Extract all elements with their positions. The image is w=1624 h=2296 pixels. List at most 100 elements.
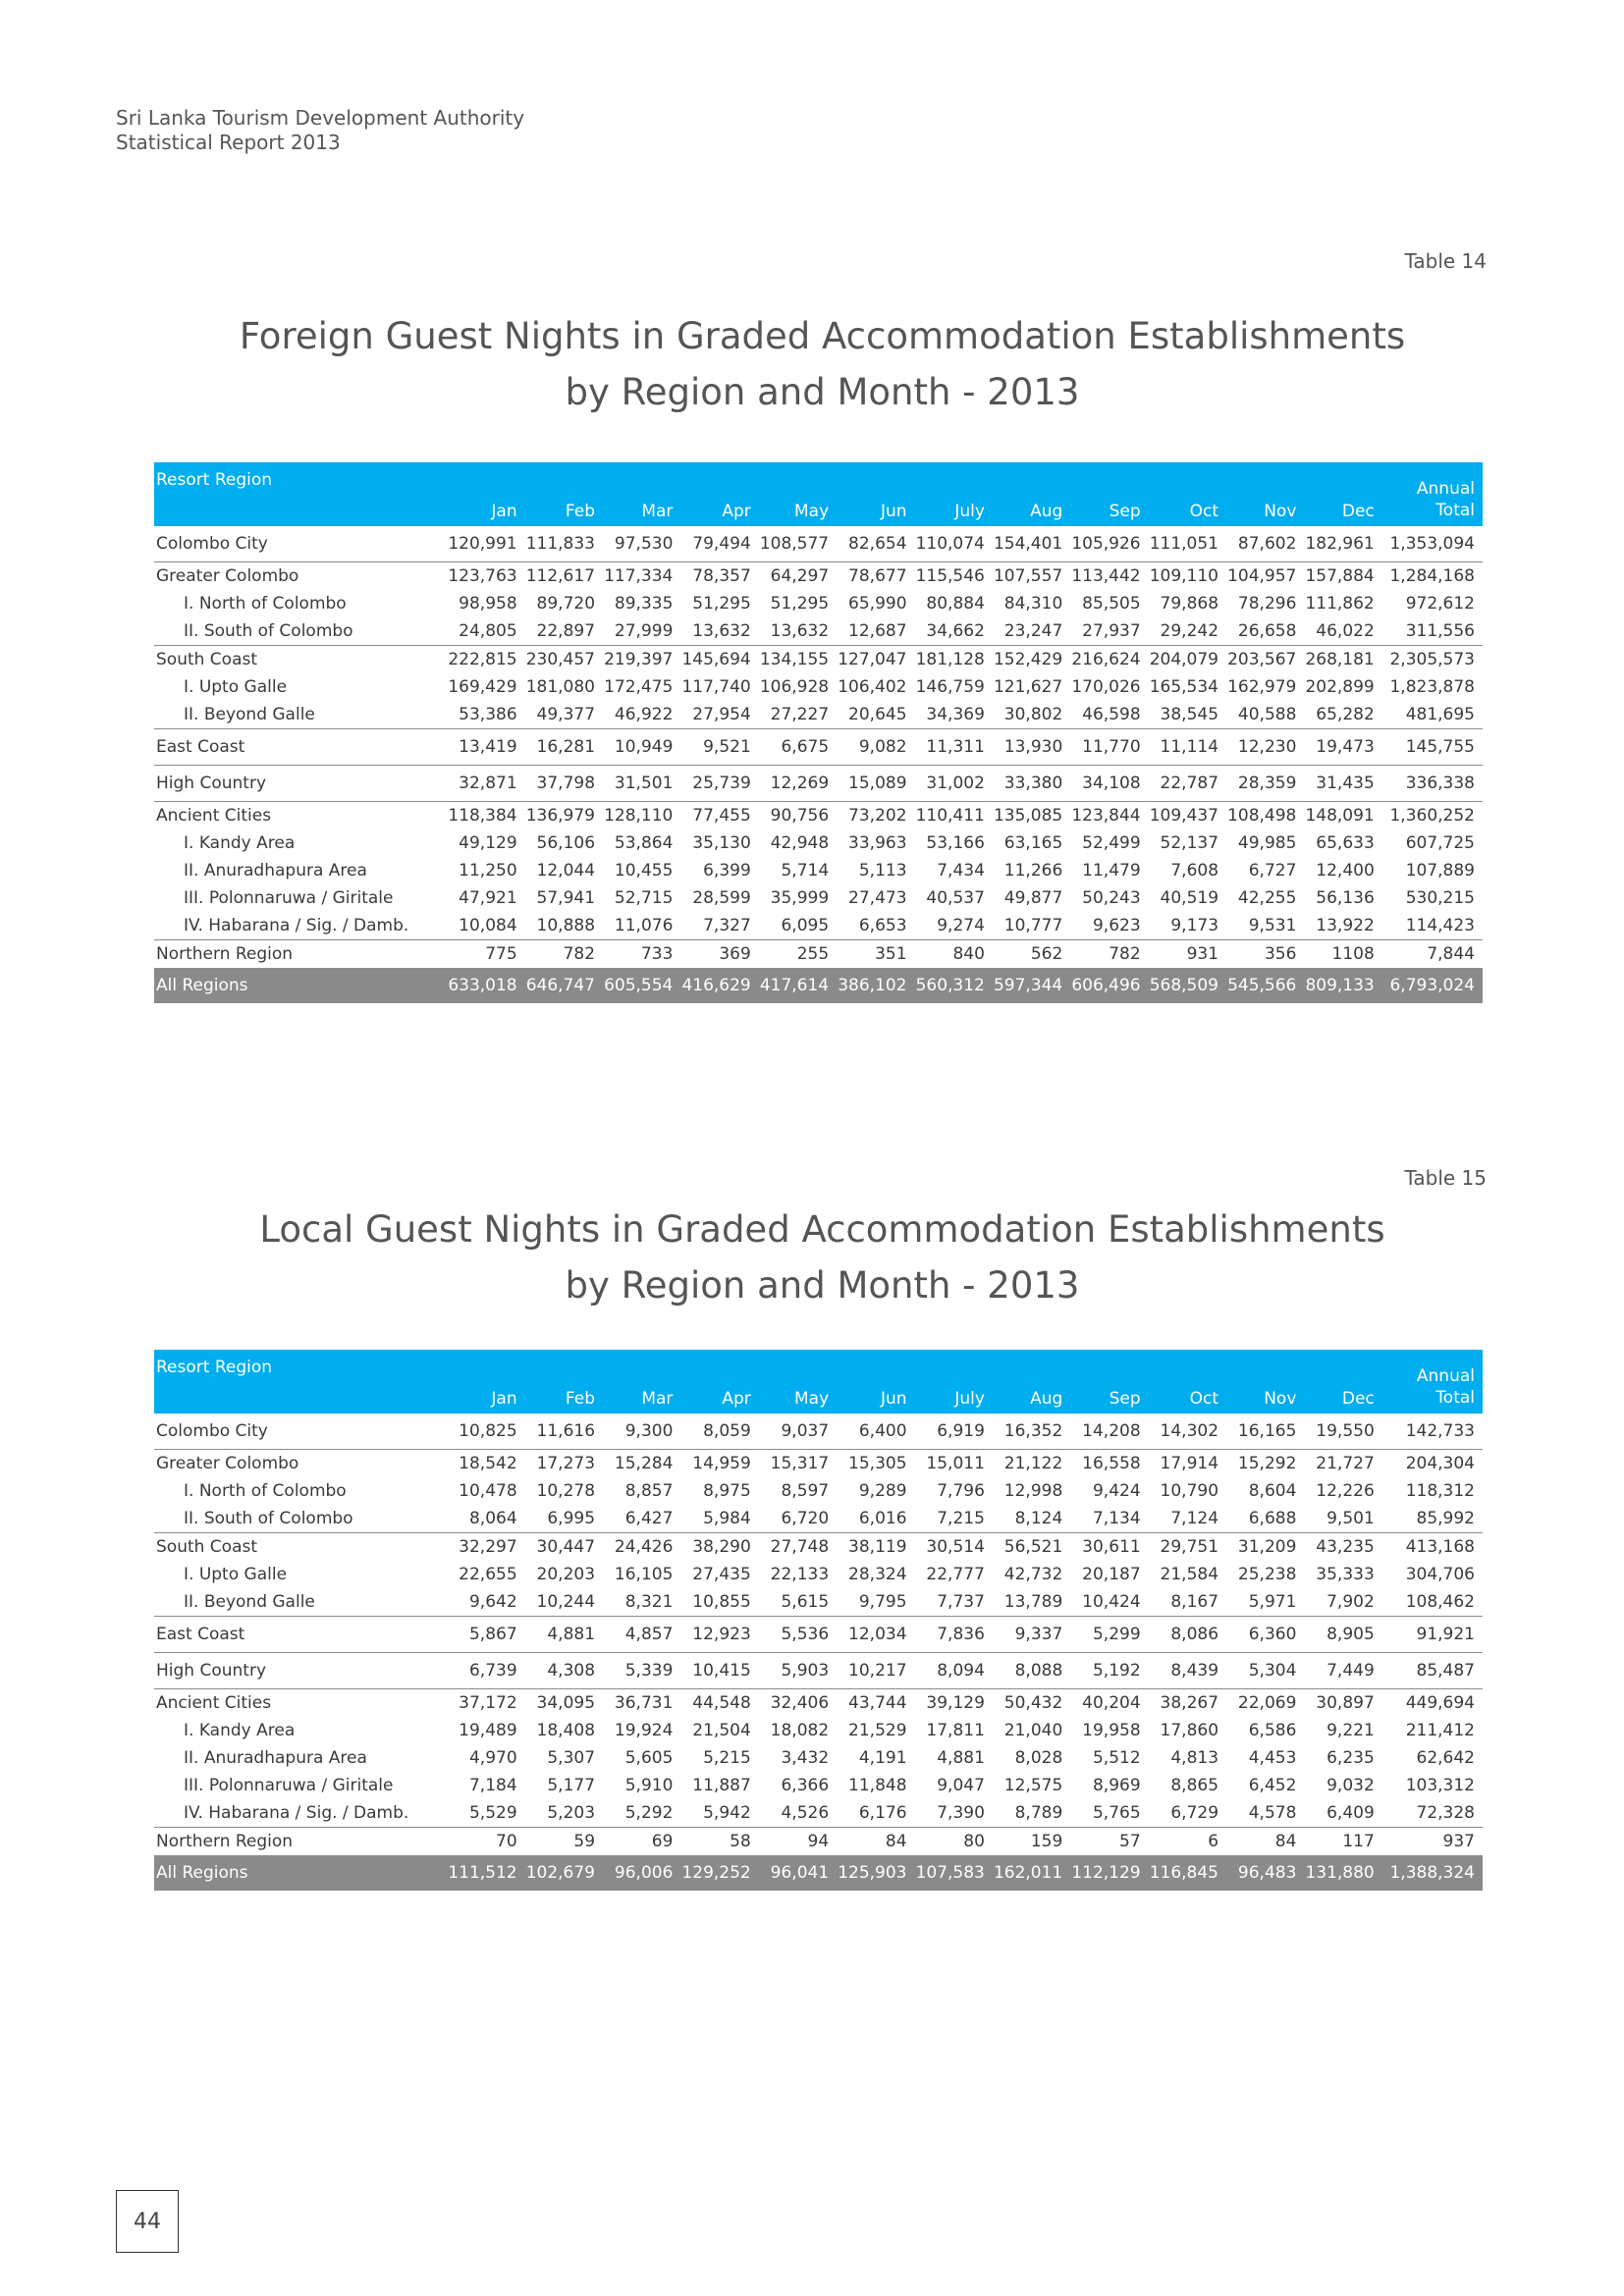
- month-value-cell: 22,655: [459, 1565, 517, 1584]
- month-value-cell: 31,002: [914, 765, 993, 802]
- month-value-cell: 52,499: [1082, 833, 1141, 853]
- region-label: II. South of Colombo: [184, 1509, 353, 1528]
- month-value-cell: 5,910: [624, 1776, 674, 1795]
- month-value-cell: 97,530: [614, 534, 674, 554]
- month-value-cell: 605,554: [603, 968, 681, 1003]
- month-value-cell: 32,406: [758, 1688, 838, 1717]
- month-value-cell: 29,751: [1148, 1532, 1227, 1561]
- month-value-cell: 11,250: [459, 861, 517, 881]
- month-value-cell: 82,654: [848, 534, 907, 554]
- month-value-cell: 27,227: [770, 705, 830, 724]
- annual-total-cell: 142,733: [1405, 1421, 1475, 1441]
- month-value-cell: 9,795: [858, 1592, 907, 1612]
- month-value-cell: 39,129: [914, 1688, 993, 1717]
- annual-total-cell: 972,612: [1405, 594, 1475, 614]
- month-value-cell: 27,999: [614, 621, 674, 641]
- table-row: I. Kandy Area 19,489 18,408 19,924 21,504 18,…: [154, 1717, 1483, 1744]
- annual-total-cell: 72,328: [1416, 1803, 1475, 1823]
- month-value-cell: 12,998: [1003, 1481, 1063, 1501]
- month-value-cell: 118,384: [447, 801, 525, 829]
- table-row: II. Anuradhapura Area 4,970 5,307 5,605 5,21…: [154, 1744, 1483, 1772]
- region-label: High Country: [154, 765, 448, 802]
- month-value-cell: 51,295: [770, 594, 830, 614]
- month-value-cell: 53,386: [459, 705, 517, 724]
- table-row: Northern Region 70 59 69 58 94 84 80 159 57 6 84 117…: [154, 1827, 1483, 1855]
- month-value-cell: 7,836: [914, 1616, 993, 1653]
- month-value-cell: 10,084: [459, 916, 517, 935]
- month-value-cell: 104,957: [1226, 561, 1305, 590]
- column-header-month: Mar: [603, 1350, 681, 1414]
- month-value-cell: 356: [1226, 939, 1305, 968]
- month-value-cell: 125,903: [837, 1855, 915, 1891]
- table-row: II. South of Colombo 8,064 6,995 6,427 5,984…: [154, 1505, 1483, 1533]
- month-value-cell: 169,429: [448, 677, 517, 697]
- month-value-cell: 3,432: [781, 1748, 830, 1768]
- month-value-cell: 8,088: [992, 1652, 1071, 1689]
- month-value-cell: 123,763: [447, 561, 525, 590]
- month-value-cell: 32,297: [447, 1532, 525, 1561]
- month-value-cell: 17,811: [926, 1721, 985, 1740]
- month-value-cell: 70: [447, 1827, 525, 1855]
- column-header-month: May: [758, 1350, 838, 1414]
- month-value-cell: 18,408: [536, 1721, 596, 1740]
- annual-total-cell: 7,844: [1381, 939, 1483, 968]
- table-15-number: Table 15: [1404, 1166, 1487, 1190]
- month-value-cell: 204,079: [1148, 645, 1227, 673]
- month-value-cell: 16,165: [1237, 1421, 1297, 1441]
- month-value-cell: 560,312: [914, 968, 993, 1003]
- month-value-cell: 84: [1226, 1827, 1305, 1855]
- month-value-cell: 9,623: [1092, 916, 1141, 935]
- annual-total-cell: 304,706: [1405, 1565, 1475, 1584]
- month-value-cell: 21,504: [692, 1721, 751, 1740]
- region-label: I. Upto Galle: [184, 1565, 288, 1584]
- annual-total-cell: 481,695: [1405, 705, 1475, 724]
- month-value-cell: 35,333: [1316, 1565, 1375, 1584]
- month-value-cell: 110,074: [915, 534, 985, 554]
- table-row: Ancient Cities 118,384 136,979 128,110 77,45…: [154, 801, 1483, 829]
- month-value-cell: 31,435: [1304, 765, 1382, 802]
- month-value-cell: 6,452: [1248, 1776, 1297, 1795]
- month-value-cell: 17,860: [1160, 1721, 1219, 1740]
- column-header-annual-total: Annual Total: [1381, 1350, 1483, 1414]
- month-value-cell: 10,478: [459, 1481, 517, 1501]
- month-value-cell: 7,215: [937, 1509, 985, 1528]
- column-header-month: Jun: [837, 1350, 915, 1414]
- month-value-cell: 27,435: [692, 1565, 751, 1584]
- month-value-cell: 6,235: [1326, 1748, 1375, 1768]
- month-value-cell: 31,501: [603, 765, 681, 802]
- month-value-cell: 5,984: [703, 1509, 751, 1528]
- region-label: II. Beyond Galle: [184, 1592, 315, 1612]
- month-value-cell: 222,815: [447, 645, 525, 673]
- month-value-cell: 219,397: [603, 645, 681, 673]
- month-value-cell: 7,902: [1326, 1592, 1375, 1612]
- table-row: II. Beyond Galle 9,642 10,244 8,321 10,855 5,…: [154, 1588, 1483, 1617]
- month-value-cell: 96,006: [603, 1855, 681, 1891]
- month-value-cell: 65,990: [848, 594, 907, 614]
- month-value-cell: 159: [992, 1827, 1071, 1855]
- table-row: Greater Colombo 18,542 17,273 15,284 14,959 1…: [154, 1449, 1483, 1477]
- column-header-annual-total-line1: Annual: [1416, 1366, 1475, 1386]
- month-value-cell: 17,914: [1148, 1449, 1227, 1477]
- month-value-cell: 11,848: [848, 1776, 907, 1795]
- month-value-cell: 369: [680, 939, 759, 968]
- region-label: All Regions: [154, 968, 448, 1003]
- month-value-cell: 32,871: [447, 765, 525, 802]
- table-row: South Coast 32,297 30,447 24,426 38,290 27,74…: [154, 1532, 1483, 1561]
- column-header-month: Aug: [992, 1350, 1071, 1414]
- month-value-cell: 157,884: [1304, 561, 1382, 590]
- month-value-cell: 7,608: [1170, 861, 1219, 881]
- region-label: Greater Colombo: [154, 561, 448, 590]
- month-value-cell: 6,919: [937, 1421, 985, 1441]
- month-value-cell: 9,289: [858, 1481, 907, 1501]
- month-value-cell: 33,963: [848, 833, 907, 853]
- month-value-cell: 8,086: [1148, 1616, 1227, 1653]
- month-value-cell: 7,449: [1304, 1652, 1382, 1689]
- month-value-cell: 11,114: [1148, 728, 1227, 766]
- month-value-cell: 73,202: [837, 801, 915, 829]
- month-value-cell: 6,176: [858, 1803, 907, 1823]
- month-value-cell: 42,948: [770, 833, 830, 853]
- month-value-cell: 94: [758, 1827, 838, 1855]
- month-value-cell: 5,292: [624, 1803, 674, 1823]
- month-value-cell: 9,521: [680, 728, 759, 766]
- month-value-cell: 96,041: [758, 1855, 838, 1891]
